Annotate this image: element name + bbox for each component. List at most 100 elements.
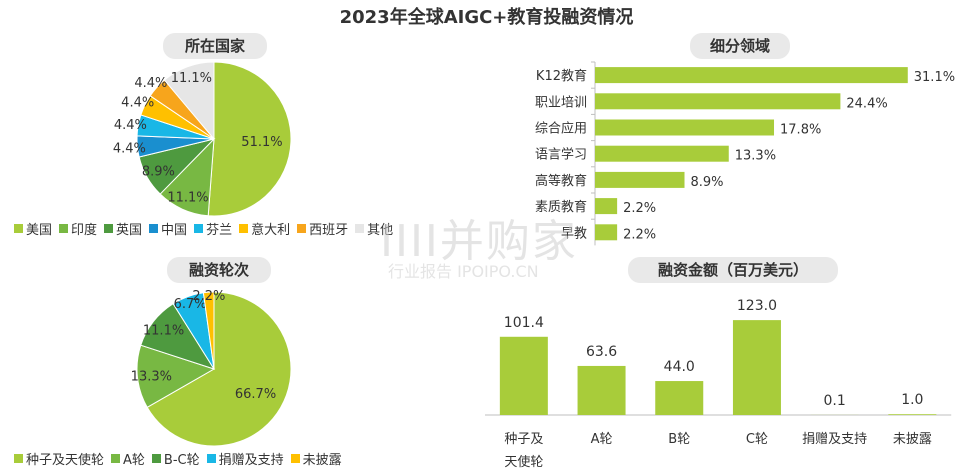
x-tick-label: C轮: [746, 432, 768, 447]
legend-label: 芬兰: [206, 223, 233, 238]
legend-item: 美国: [14, 219, 52, 238]
bar-data-label: 24.4%: [846, 96, 887, 111]
legend-item: 中国: [149, 219, 187, 238]
legend-label: 印度: [71, 223, 98, 238]
legend-item: 印度: [59, 219, 97, 238]
bar: [499, 336, 548, 415]
country-pie-title: 所在国家: [163, 33, 267, 59]
pie-data-label: 8.9%: [142, 165, 175, 180]
bar-data-label: 101.4: [504, 315, 544, 331]
bar-data-label: 0.1: [824, 393, 846, 409]
legend-swatch: [151, 454, 161, 463]
legend-item: 西班牙: [297, 219, 348, 238]
bar: [595, 198, 618, 215]
legend-swatch: [297, 224, 307, 233]
legend-swatch: [14, 224, 23, 233]
legend-item: 其他: [355, 219, 393, 238]
pie-data-label: 4.4%: [134, 76, 167, 91]
bar-data-label: 2.2%: [623, 227, 656, 242]
bar: [595, 93, 841, 110]
bar-data-label: 63.6: [586, 344, 617, 360]
category-label: 素质教育: [535, 199, 587, 215]
x-tick-label: B轮: [668, 432, 690, 447]
legend-swatch: [194, 224, 204, 233]
legend-swatch: [239, 224, 249, 233]
x-tick-label: 天使轮: [504, 454, 543, 470]
round-legend: 种子及天使轮 A轮 B-C轮 捐赠及支持 未披露: [14, 449, 349, 468]
legend-swatch: [59, 224, 69, 233]
legend-label: 西班牙: [309, 223, 349, 238]
page-title: 2023年全球AIGC+教育投融资情况: [339, 7, 634, 28]
pie-slice: [207, 61, 292, 217]
category-label: 语言学习: [535, 147, 587, 163]
legend-label: 种子及天使轮: [26, 453, 105, 468]
bar-data-label: 13.3%: [735, 149, 776, 164]
legend-swatch: [14, 454, 23, 463]
pie-slice: [202, 291, 215, 370]
amount-bar-title: 融资金额（百万美元）: [628, 257, 838, 283]
pie-slice: [163, 61, 215, 141]
legend-swatch: [290, 454, 300, 463]
pie-data-label: 11.1%: [167, 190, 208, 205]
segment-bar-title: 细分领域: [690, 33, 790, 59]
round-pie-title: 融资轮次: [167, 257, 271, 283]
pie-data-label: 11.1%: [143, 324, 184, 339]
legend-swatch: [104, 224, 114, 233]
legend-item: A轮: [111, 449, 145, 468]
legend-swatch: [206, 454, 216, 463]
bar-data-label: 123.0: [737, 298, 777, 314]
bar-data-label: 8.9%: [691, 175, 724, 190]
category-label: 职业培训: [535, 94, 587, 110]
legend-label: 未披露: [302, 453, 342, 468]
x-tick-label: 捐赠及支持: [802, 432, 867, 447]
pie-slice: [146, 291, 292, 447]
pie-data-label: 66.7%: [235, 387, 276, 402]
legend-item: 英国: [104, 219, 142, 238]
legend-label: 中国: [161, 223, 188, 238]
pie-data-label: 2.2%: [192, 289, 225, 304]
category-label: 早教: [561, 225, 587, 241]
legend-item: 芬兰: [194, 219, 232, 238]
country-legend: 美国 印度 英国 中国 芬兰 意大利 西班牙 其他: [14, 219, 400, 238]
category-label: 高等教育: [535, 173, 587, 189]
bar: [577, 365, 626, 415]
legend-item: 未披露: [290, 449, 342, 468]
legend-swatch: [355, 224, 365, 233]
bar: [595, 171, 685, 188]
watermark-text: 行业报告 IPOIPO.CN: [388, 262, 539, 281]
legend-label: 意大利: [251, 223, 291, 238]
legend-label: 美国: [26, 223, 53, 238]
legend-label: 英国: [116, 223, 143, 238]
bar-data-label: 2.2%: [623, 201, 656, 216]
pie-slice: [136, 344, 216, 409]
legend-label: A轮: [123, 453, 145, 468]
legend-item: 意大利: [239, 219, 290, 238]
bar: [595, 119, 775, 136]
pie-data-label: 4.4%: [113, 141, 146, 156]
x-tick-label: A轮: [591, 432, 613, 447]
legend-label: 捐赠及支持: [218, 453, 284, 468]
bar: [595, 67, 908, 84]
bar: [655, 381, 704, 415]
legend-swatch: [111, 454, 121, 463]
bar-data-label: 31.1%: [914, 70, 955, 85]
legend-item: 捐赠及支持: [206, 449, 284, 468]
pie-data-label: 4.4%: [121, 96, 154, 111]
bar: [732, 320, 781, 415]
category-label: 综合应用: [535, 121, 587, 137]
bar-data-label: 1.0: [901, 392, 923, 408]
watermark-logo: IIII并购家: [380, 216, 578, 267]
pie-data-label: 51.1%: [241, 135, 282, 150]
pie-data-label: 4.4%: [114, 118, 147, 133]
pie-data-label: 11.1%: [171, 71, 212, 86]
bar-data-label: 17.8%: [780, 123, 821, 138]
bar: [595, 224, 618, 241]
legend-swatch: [149, 224, 159, 233]
legend-label: 其他: [367, 223, 394, 238]
pie-data-label: 13.3%: [131, 370, 172, 385]
bar: [888, 414, 937, 415]
legend-label: B-C轮: [163, 453, 200, 468]
legend-item: B-C轮: [151, 449, 200, 468]
pie-data-label: 6.7%: [174, 297, 207, 312]
